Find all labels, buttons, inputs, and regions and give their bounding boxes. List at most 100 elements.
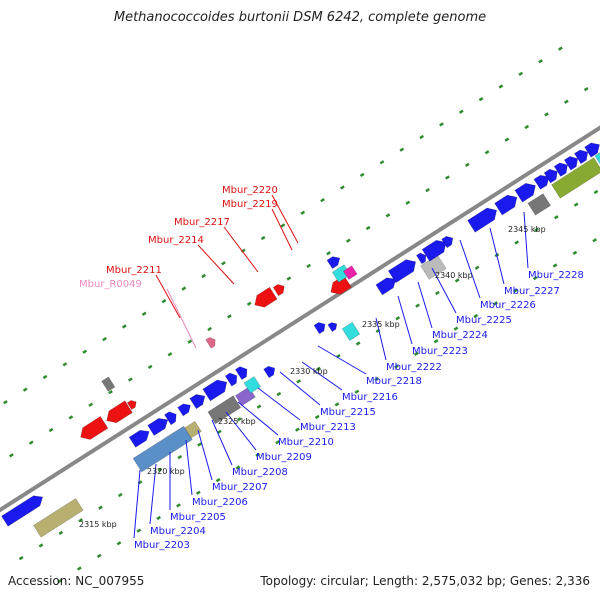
gene-label-blue: Mbur_2213 <box>300 422 356 433</box>
gene-label-blue: Mbur_2209 <box>256 452 312 463</box>
gene-arrow <box>375 277 397 296</box>
tick-mark <box>117 492 123 498</box>
tick-mark <box>246 301 252 306</box>
gene-arrow <box>467 207 498 233</box>
gene-label-red: Mbur_2217 <box>174 217 230 228</box>
leader-line <box>431 267 457 314</box>
tick-mark <box>77 566 82 571</box>
tick-mark <box>217 429 222 435</box>
tick-mark <box>405 200 411 205</box>
leader-line <box>225 411 257 451</box>
tick-mark <box>295 427 300 432</box>
gene-arrow <box>330 275 352 295</box>
gene-arrow <box>1 495 44 527</box>
tick-mark <box>433 339 439 344</box>
leader-line <box>166 288 197 349</box>
map-title: Methanococcoides burtonii DSM 6242, comp… <box>113 10 487 25</box>
leader-line <box>375 317 387 361</box>
tick-mark <box>340 185 345 190</box>
tick-mark <box>98 505 103 510</box>
tick-mark <box>58 530 64 536</box>
tick-mark <box>572 250 578 255</box>
gene-arrow <box>387 259 417 284</box>
leader-line <box>459 239 481 299</box>
tick-mark <box>207 326 212 332</box>
tick-mark <box>573 202 579 207</box>
tick-mark <box>62 362 68 367</box>
gene-box <box>342 265 358 280</box>
leader-line <box>237 401 279 436</box>
tick-mark <box>256 404 262 409</box>
tick-mark <box>435 290 440 296</box>
tick-mark <box>538 59 543 64</box>
genome-summary-text: Topology: circular; Length: 2,575,032 bp… <box>260 574 590 588</box>
tick-mark <box>108 390 113 395</box>
gene-label-blue: Mbur_2225 <box>456 315 512 326</box>
tick-mark <box>374 376 380 382</box>
tick-mark <box>415 303 420 308</box>
tick-mark <box>316 366 321 371</box>
tick-mark <box>68 415 74 420</box>
gene-arrow <box>563 156 579 171</box>
tick-mark <box>147 364 153 370</box>
leader-line <box>279 371 321 406</box>
gene-arrow <box>202 379 228 402</box>
gene-arrow <box>254 286 278 308</box>
tick-mark <box>474 265 480 270</box>
tick-mark <box>334 402 340 407</box>
leader-line <box>211 419 233 466</box>
tick-mark <box>96 553 102 559</box>
leader-line <box>197 429 213 481</box>
gene-arrow <box>553 162 568 177</box>
tick-mark <box>592 238 598 243</box>
tick-mark <box>300 210 306 215</box>
gene-label-blue: Mbur_2210 <box>278 437 334 448</box>
scale-label: 2315 kbp <box>79 520 117 529</box>
gene-box <box>33 498 84 538</box>
gene-arrow <box>147 418 169 436</box>
label-leader-lines <box>133 194 529 539</box>
gene-label-blue: Mbur_2227 <box>504 286 560 297</box>
gene-label-red: Mbur_2219 <box>222 199 278 210</box>
gene-label-blue: Mbur_2207 <box>212 482 268 493</box>
tick-mark <box>394 364 399 369</box>
leader-line <box>489 227 505 285</box>
tick-mark <box>260 235 266 241</box>
tick-mark <box>498 84 504 89</box>
gene-label-red: Mbur_2220 <box>222 185 278 196</box>
tick-mark <box>524 124 530 130</box>
tick-mark <box>385 213 391 218</box>
tick-mark <box>354 389 360 394</box>
tick-mark <box>181 286 187 291</box>
genome-backbone <box>0 125 600 513</box>
tick-mark <box>280 223 286 228</box>
tick-mark <box>513 288 518 293</box>
tick-marks <box>3 46 599 584</box>
tick-mark <box>57 579 62 584</box>
gene-label-blue: Mbur_2204 <box>150 526 206 537</box>
tick-mark <box>395 316 401 321</box>
tick-mark <box>121 324 127 329</box>
leader-line <box>523 211 529 269</box>
gene-arrow <box>189 394 206 410</box>
tick-mark <box>127 377 133 382</box>
tick-mark <box>359 172 365 178</box>
tick-mark <box>583 87 589 92</box>
tick-mark <box>221 261 226 266</box>
tick-mark <box>553 215 559 220</box>
gene-label-blue: Mbur_2222 <box>386 362 442 373</box>
tick-mark <box>201 273 206 279</box>
tick-mark <box>22 387 28 392</box>
gene-arrow <box>313 322 326 335</box>
backbone-line <box>0 125 600 513</box>
tick-mark <box>296 379 302 384</box>
tick-mark <box>563 99 569 104</box>
leader-line <box>197 244 235 285</box>
tick-mark <box>236 417 242 422</box>
gene-arrow <box>272 284 285 297</box>
leader-line <box>317 345 367 375</box>
tick-mark <box>355 341 361 346</box>
tick-mark <box>514 240 520 245</box>
gene-box <box>341 321 361 342</box>
